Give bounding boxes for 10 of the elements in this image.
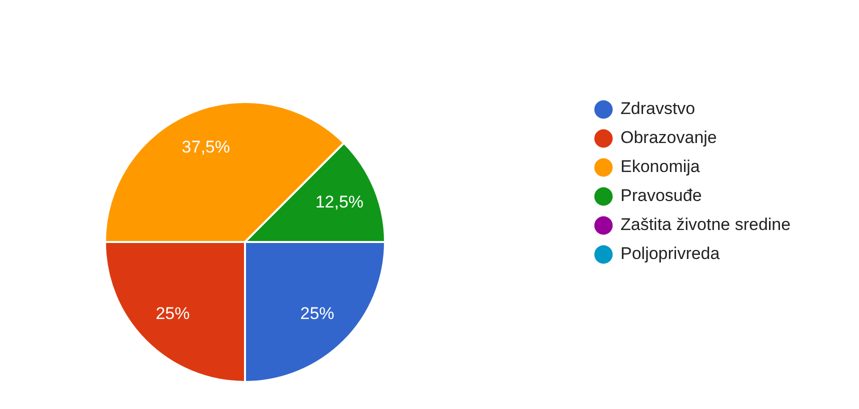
data-label: 12,5% (315, 192, 364, 212)
data-label: 37,5% (182, 137, 230, 156)
legend-label: Pravosuđe (620, 186, 702, 206)
data-label: 25% (300, 304, 334, 323)
legend-label: Zaštita životne sredine (620, 215, 791, 234)
legend-label: Zdravstvo (620, 99, 696, 118)
data-label: 25% (156, 304, 190, 323)
legend-label: Ekonomija (620, 157, 700, 176)
legend-label: Poljoprivreda (620, 244, 720, 264)
legend-label: Obrazovanje (620, 128, 717, 148)
